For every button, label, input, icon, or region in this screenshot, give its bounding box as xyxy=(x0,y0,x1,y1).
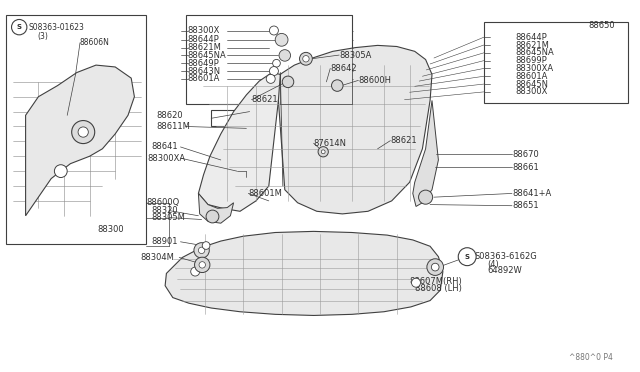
Polygon shape xyxy=(413,100,438,206)
Circle shape xyxy=(300,52,312,65)
Text: 88300XA: 88300XA xyxy=(516,64,554,73)
Bar xyxy=(484,22,628,103)
Text: 88300XA: 88300XA xyxy=(147,154,186,163)
Circle shape xyxy=(199,262,205,268)
Circle shape xyxy=(198,247,205,254)
Circle shape xyxy=(269,26,278,35)
Circle shape xyxy=(431,263,439,271)
Text: (4): (4) xyxy=(488,260,499,269)
Circle shape xyxy=(303,55,309,62)
Text: 88641+A: 88641+A xyxy=(512,189,551,198)
Circle shape xyxy=(12,19,27,35)
Circle shape xyxy=(321,150,325,154)
Text: 88305A: 88305A xyxy=(339,51,372,60)
Text: 88621: 88621 xyxy=(390,136,417,145)
Text: S: S xyxy=(465,254,470,260)
Text: 88601A: 88601A xyxy=(188,74,220,83)
Circle shape xyxy=(194,243,209,258)
Text: 88600Q: 88600Q xyxy=(146,198,179,207)
Text: 88608 (LH): 88608 (LH) xyxy=(415,284,461,293)
Text: S: S xyxy=(17,24,22,30)
Text: 88644P: 88644P xyxy=(188,35,220,44)
Text: 88661: 88661 xyxy=(512,163,539,172)
Text: 88642: 88642 xyxy=(330,64,357,73)
Text: S08363-01623: S08363-01623 xyxy=(28,23,84,32)
Circle shape xyxy=(458,248,476,266)
Text: 88621M: 88621M xyxy=(188,43,221,52)
Text: 87614N: 87614N xyxy=(314,139,347,148)
Text: 88320: 88320 xyxy=(151,206,178,215)
Text: 88607M(RH): 88607M(RH) xyxy=(410,278,462,286)
Polygon shape xyxy=(26,65,134,216)
Text: 88670: 88670 xyxy=(512,150,539,159)
Text: 88644P: 88644P xyxy=(516,33,548,42)
Text: 88651: 88651 xyxy=(512,201,539,210)
Polygon shape xyxy=(165,231,443,315)
Circle shape xyxy=(206,210,219,223)
Text: 88649P: 88649P xyxy=(188,59,220,68)
Text: 88645N: 88645N xyxy=(516,80,549,89)
Text: 88305M: 88305M xyxy=(151,213,185,222)
Text: 88645NA: 88645NA xyxy=(516,48,555,57)
Circle shape xyxy=(266,74,275,83)
Text: ^880^0 P4: ^880^0 P4 xyxy=(569,353,613,362)
Text: S08363-6162G: S08363-6162G xyxy=(475,252,538,261)
Text: 88300X: 88300X xyxy=(188,26,220,35)
Text: 88641: 88641 xyxy=(151,142,178,151)
Circle shape xyxy=(54,165,67,177)
Text: 88601M: 88601M xyxy=(248,189,282,198)
Bar xyxy=(186,15,352,104)
Text: 88600H: 88600H xyxy=(358,76,392,85)
Circle shape xyxy=(282,76,294,87)
Text: 88304M: 88304M xyxy=(141,253,175,262)
Text: 88650: 88650 xyxy=(589,21,616,30)
Text: 88901: 88901 xyxy=(151,237,177,246)
Text: 88606N: 88606N xyxy=(80,38,110,47)
Text: 88620: 88620 xyxy=(156,111,183,120)
Text: 88300: 88300 xyxy=(97,225,124,234)
Bar xyxy=(211,110,266,126)
Circle shape xyxy=(78,127,88,137)
Circle shape xyxy=(318,147,328,157)
Text: 64892W: 64892W xyxy=(488,266,522,275)
Circle shape xyxy=(412,278,420,287)
Circle shape xyxy=(269,67,278,76)
Polygon shape xyxy=(278,45,432,214)
Text: 88611M: 88611M xyxy=(156,122,190,131)
Bar xyxy=(6,15,146,244)
Polygon shape xyxy=(198,193,234,223)
Circle shape xyxy=(275,33,288,46)
Text: 88645NA: 88645NA xyxy=(188,51,227,60)
Text: (3): (3) xyxy=(37,32,48,41)
Circle shape xyxy=(419,190,433,204)
Text: 88300X: 88300X xyxy=(516,87,548,96)
Circle shape xyxy=(202,242,210,249)
Circle shape xyxy=(72,121,95,144)
Text: 88643N: 88643N xyxy=(188,67,221,76)
Circle shape xyxy=(427,259,444,275)
Text: 88699P: 88699P xyxy=(516,56,548,65)
Text: 88621M: 88621M xyxy=(516,41,550,49)
Circle shape xyxy=(195,257,210,273)
Text: 88601A: 88601A xyxy=(516,72,548,81)
Circle shape xyxy=(332,80,343,91)
Circle shape xyxy=(191,267,200,276)
Polygon shape xyxy=(198,73,283,211)
Text: 88621: 88621 xyxy=(252,95,278,104)
Circle shape xyxy=(273,60,280,67)
Circle shape xyxy=(279,50,291,61)
